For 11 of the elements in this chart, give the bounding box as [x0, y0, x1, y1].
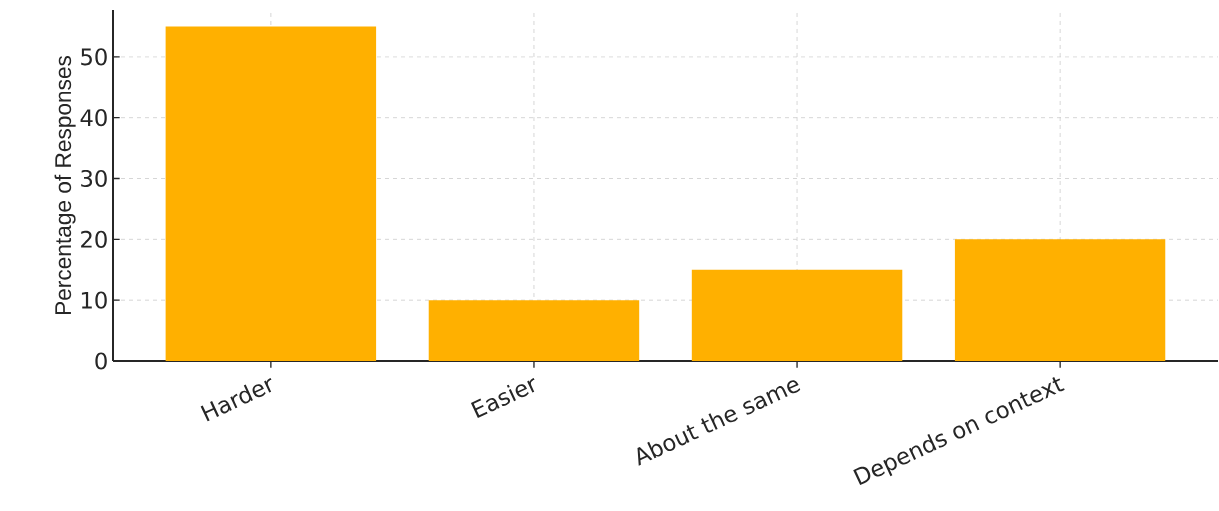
- bar: [691, 269, 903, 361]
- y-tick-label: 50: [81, 48, 107, 66]
- y-tick-label: 0: [95, 352, 107, 370]
- y-tick-label: 40: [80, 109, 107, 127]
- y-axis-title: Percentage of Responses: [54, 55, 76, 315]
- y-tick-label: 10: [81, 291, 107, 309]
- y-tick-label: 20: [81, 230, 107, 248]
- bar: [954, 239, 1166, 361]
- y-tick-label: 30: [81, 169, 107, 188]
- bar: [428, 300, 640, 361]
- bar: [165, 26, 377, 361]
